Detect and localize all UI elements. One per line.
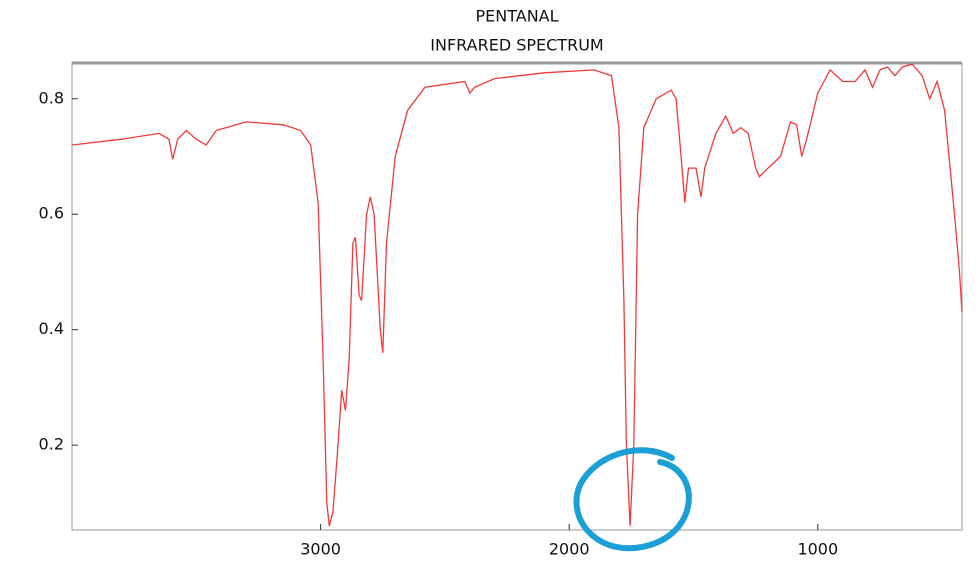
plot-frame xyxy=(71,62,963,531)
annotation-circle xyxy=(573,447,692,552)
y-tick-label: 0.4 xyxy=(39,319,64,338)
x-tick-label: 2000 xyxy=(549,540,590,559)
x-tick-label: 1000 xyxy=(797,540,838,559)
chart-title: PENTANAL xyxy=(475,7,558,26)
y-tick-label: 0.2 xyxy=(39,435,64,454)
spectrum-line xyxy=(71,63,963,527)
chart-subtitle: INFRARED SPECTRUM xyxy=(430,36,603,55)
y-tick-label: 0.6 xyxy=(39,204,64,223)
y-tick-label: 0.8 xyxy=(39,88,64,107)
x-tick-label: 3000 xyxy=(300,540,341,559)
plot: 0.2 0.4 0.6 0.8 3000 2000 1000 xyxy=(39,63,963,559)
